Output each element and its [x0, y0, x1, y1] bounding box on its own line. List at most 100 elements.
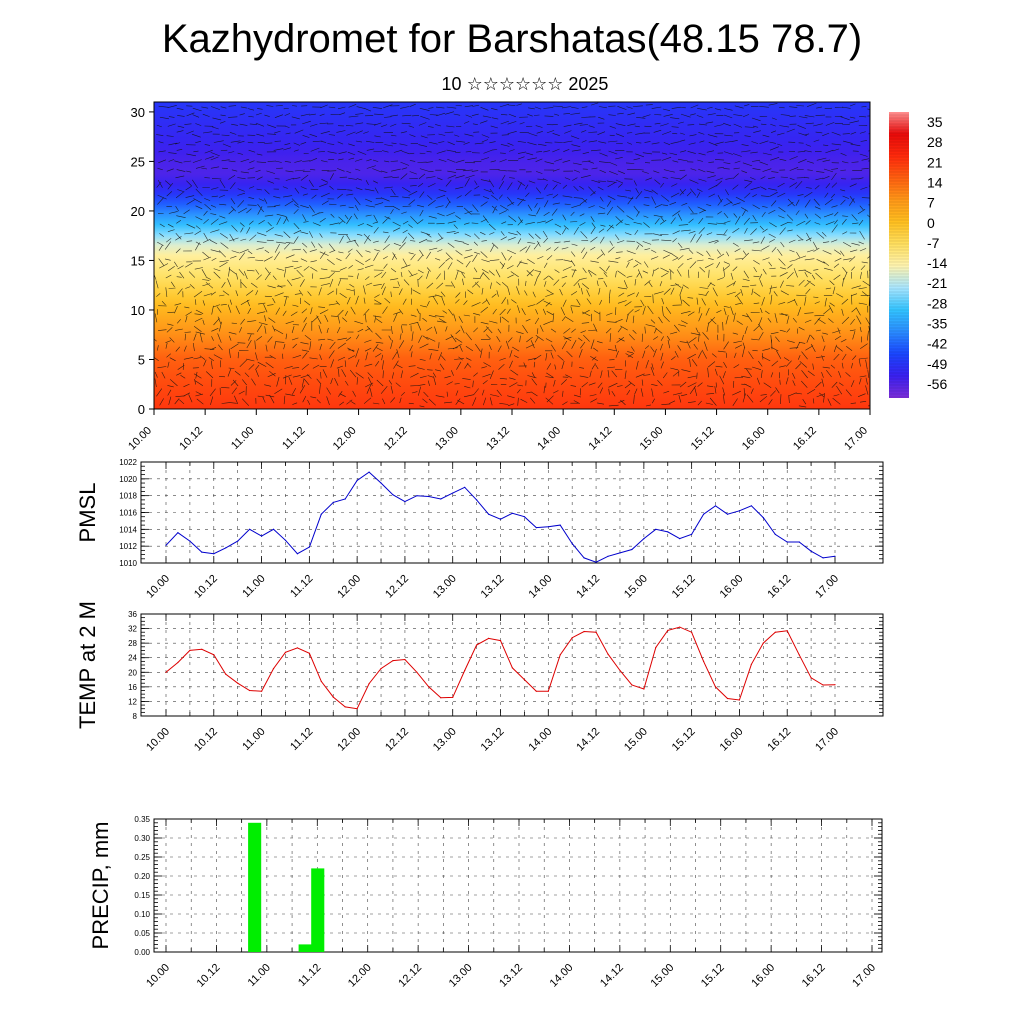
pmsl-point — [392, 494, 394, 496]
temp-x-tick-label: 16.12 — [765, 726, 793, 754]
temp-point — [774, 631, 776, 633]
pmsl-point — [511, 512, 513, 514]
temp-point — [583, 630, 585, 633]
pmsl-y-tick-label: 1022 — [119, 458, 137, 467]
pmsl-x-tick-label: 11.00 — [240, 573, 267, 600]
pmsl-point — [774, 533, 776, 536]
temp-point — [607, 653, 609, 655]
precip-y-tick-label: 0.05 — [134, 929, 150, 938]
temp-point — [511, 667, 513, 669]
colorbar-label: 28 — [927, 134, 943, 150]
heatmap-x-tick-label: 11.00 — [229, 425, 256, 452]
pmsl-point — [834, 555, 836, 557]
precip-x-tick-label: 11.00 — [246, 962, 273, 989]
pmsl-y-tick-label: 1020 — [119, 475, 137, 484]
colorbar-label: -35 — [927, 316, 947, 332]
temp-point — [165, 671, 167, 673]
temp-x-tick-label: 12.00 — [335, 726, 363, 754]
temp-point — [667, 629, 669, 632]
precip-x-tick-label: 11.12 — [296, 962, 323, 989]
temp-point — [488, 637, 490, 640]
pmsl-point — [619, 552, 621, 554]
heatmap-x-tick-label: 12.12 — [382, 425, 410, 453]
pmsl-point — [655, 528, 657, 530]
temp-point — [464, 669, 466, 672]
heatmap-y-tick-label: 15 — [131, 253, 145, 268]
pmsl-point — [272, 528, 275, 530]
pmsl-x-tick-label: 10.12 — [192, 573, 220, 601]
colorbar-label: 0 — [927, 215, 935, 231]
precip-y-tick-label: 0.15 — [134, 891, 150, 900]
pmsl-point — [440, 498, 442, 500]
chart-title: Kazhydromet for Barshatas(48.15 78.7) — [161, 17, 863, 61]
temp-point — [559, 654, 561, 656]
temp-point — [655, 646, 657, 649]
colorbar-label: 21 — [927, 154, 943, 170]
precip-x-tick-label: 14.00 — [548, 962, 576, 990]
wind-streaks — [154, 102, 870, 408]
temp-ticks — [141, 613, 883, 717]
pmsl-y-tick-label: 1010 — [119, 559, 137, 568]
temp-y-tick-label: 16 — [128, 683, 137, 692]
pmsl-x-tick-label: 16.00 — [718, 573, 746, 601]
temp-point — [499, 640, 502, 642]
chart-subtitle: 10 ☆☆☆☆☆☆ 2025 — [441, 74, 609, 94]
temp-point — [404, 658, 406, 661]
temp-point — [213, 654, 215, 656]
pmsl-point — [189, 540, 191, 542]
pmsl-x-tick-label: 11.12 — [288, 573, 315, 600]
heatmap-y-tick-label: 10 — [131, 303, 145, 318]
temp-y-tick-label: 24 — [128, 654, 137, 663]
precip-x-tick-label: 15.12 — [699, 962, 727, 990]
precip-y-tick-label: 0.10 — [134, 910, 150, 919]
precip-x-tick-label: 14.12 — [598, 962, 626, 990]
pmsl-point — [332, 501, 334, 503]
colorbar-label: -7 — [927, 235, 940, 251]
precip-x-tick-label: 10.12 — [195, 962, 223, 990]
pmsl-point — [547, 526, 549, 528]
temp-point — [308, 652, 310, 654]
pmsl-point — [452, 492, 454, 494]
temp-point — [786, 630, 788, 632]
heatmap-x-tick-label: 16.00 — [740, 425, 768, 453]
temp-y-tick-label: 8 — [133, 712, 138, 721]
temp-point — [177, 661, 179, 664]
pmsl-point — [499, 518, 502, 520]
pmsl-point — [750, 505, 753, 507]
pmsl-point — [225, 547, 227, 549]
pmsl-y-tick-label: 1016 — [119, 509, 137, 518]
temp-point — [249, 689, 251, 692]
temp-point — [392, 660, 394, 662]
pmsl-x-tick-label: 12.00 — [335, 573, 363, 601]
temp-point — [225, 673, 227, 675]
heatmap-x-tick-label: 13.12 — [484, 425, 512, 453]
pmsl-point — [571, 543, 573, 545]
temp-point — [296, 647, 298, 649]
precip-x-tick-label: 12.00 — [346, 962, 374, 990]
precip-x-tick-label: 10.00 — [144, 962, 172, 990]
temp-x-tick-label: 14.00 — [526, 726, 554, 754]
temp-x-tick-label: 13.00 — [431, 726, 459, 754]
heatmap-y-tick-label: 0 — [138, 402, 145, 417]
pmsl-point — [308, 546, 310, 548]
precip-bar — [311, 868, 325, 952]
precip-x-tick-label: 16.00 — [749, 962, 777, 990]
pmsl-point — [213, 553, 215, 555]
pmsl-point — [523, 516, 526, 518]
temp-point — [571, 637, 573, 639]
pmsl-point — [428, 495, 430, 498]
temp-point — [691, 631, 693, 633]
pmsl-point — [631, 548, 633, 551]
pmsl-x-tick-label: 15.00 — [622, 573, 650, 601]
pmsl-x-tick-label: 13.00 — [431, 573, 459, 601]
pmsl-point — [261, 535, 263, 537]
temp-point — [523, 679, 526, 681]
precip-x-tick-label: 12.12 — [396, 962, 424, 990]
wind-vector-field — [154, 102, 870, 408]
temp-point — [368, 683, 370, 685]
colorbar-label: -21 — [927, 275, 947, 291]
precip-x-tick-label: 15.00 — [648, 962, 676, 990]
precip-y-axis-label: PRECIP, mm — [88, 822, 113, 950]
precip-x-tick-label: 16.12 — [800, 962, 828, 990]
